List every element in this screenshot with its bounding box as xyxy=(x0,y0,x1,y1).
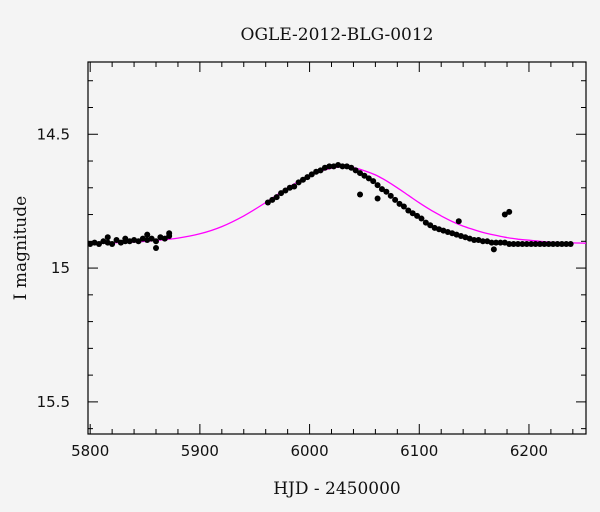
data-point xyxy=(148,235,155,242)
data-point xyxy=(269,196,276,203)
data-point xyxy=(550,240,557,247)
x-tick-label: 6200 xyxy=(510,442,548,460)
data-point xyxy=(144,231,151,238)
data-point xyxy=(383,188,390,195)
data-point xyxy=(299,176,306,183)
data-point xyxy=(510,240,517,247)
data-point xyxy=(387,192,394,199)
data-point xyxy=(490,246,497,253)
data-point xyxy=(374,182,381,189)
data-point xyxy=(536,240,543,247)
data-point xyxy=(422,219,429,226)
data-point xyxy=(352,167,359,174)
data-point xyxy=(378,186,385,193)
data-point xyxy=(488,239,495,246)
x-tick-label: 6000 xyxy=(290,442,328,460)
data-point xyxy=(528,240,535,247)
data-point xyxy=(153,238,160,245)
data-point xyxy=(166,230,173,237)
model-line xyxy=(90,166,586,245)
data-point xyxy=(501,211,508,218)
chart-title: OGLE-2012-BLG-0012 xyxy=(241,25,434,45)
data-point xyxy=(479,238,486,245)
data-point xyxy=(506,208,513,215)
data-point xyxy=(418,215,425,222)
data-point xyxy=(273,194,280,201)
data-point xyxy=(396,200,403,207)
data-point xyxy=(361,172,368,179)
data-point xyxy=(122,235,129,242)
data-point xyxy=(409,210,416,217)
data-point xyxy=(357,170,364,177)
y-tick-label: 15 xyxy=(51,259,70,277)
data-point xyxy=(357,191,364,198)
data-point xyxy=(326,163,333,170)
data-point xyxy=(414,212,421,219)
data-point xyxy=(153,245,160,251)
y-tick-label: 14.5 xyxy=(37,125,70,143)
data-point xyxy=(400,203,407,210)
axis-ticks xyxy=(88,62,586,434)
data-point xyxy=(514,240,521,247)
plot-frame xyxy=(87,61,587,435)
data-point xyxy=(161,235,168,242)
data-point xyxy=(532,240,539,247)
data-point xyxy=(304,174,311,181)
data-point xyxy=(282,187,289,194)
data-point xyxy=(291,183,298,190)
data-point xyxy=(339,163,346,170)
model-curve xyxy=(90,166,586,245)
data-point xyxy=(264,199,271,206)
data-point xyxy=(545,240,552,247)
data-point xyxy=(567,240,574,247)
data-point xyxy=(135,238,142,245)
data-point xyxy=(348,164,355,171)
data-point xyxy=(370,178,377,185)
tick-labels: 5800 5900 6000 6100 6200 14.5 15 15.5 xyxy=(37,125,548,460)
data-point xyxy=(308,171,315,178)
data-point xyxy=(558,240,565,247)
data-point xyxy=(113,236,120,243)
data-point xyxy=(554,240,561,247)
data-point xyxy=(405,207,412,214)
data-point xyxy=(471,236,478,243)
data-point xyxy=(523,240,530,247)
data-point xyxy=(104,234,111,241)
x-tick-label: 5900 xyxy=(181,442,219,460)
data-point xyxy=(455,218,462,225)
data-point xyxy=(374,195,381,202)
data-point xyxy=(519,240,526,247)
data-point xyxy=(109,240,116,247)
data-point xyxy=(493,239,500,246)
data-point xyxy=(392,196,399,203)
data-point xyxy=(317,167,324,174)
data-point xyxy=(95,240,102,247)
data-point xyxy=(295,179,302,186)
data-point xyxy=(563,240,570,247)
y-axis-label: I magnitude xyxy=(11,196,31,300)
x-tick-label: 6100 xyxy=(400,442,438,460)
x-tick-label: 5800 xyxy=(71,442,109,460)
y-tick-label: 15.5 xyxy=(37,393,70,411)
data-point xyxy=(278,190,285,197)
data-points xyxy=(88,162,574,253)
x-axis-label: HJD - 2450000 xyxy=(273,479,401,499)
data-point xyxy=(497,239,504,246)
data-point xyxy=(541,240,548,247)
data-point xyxy=(365,175,372,182)
data-point xyxy=(427,222,434,229)
data-point xyxy=(506,240,513,247)
